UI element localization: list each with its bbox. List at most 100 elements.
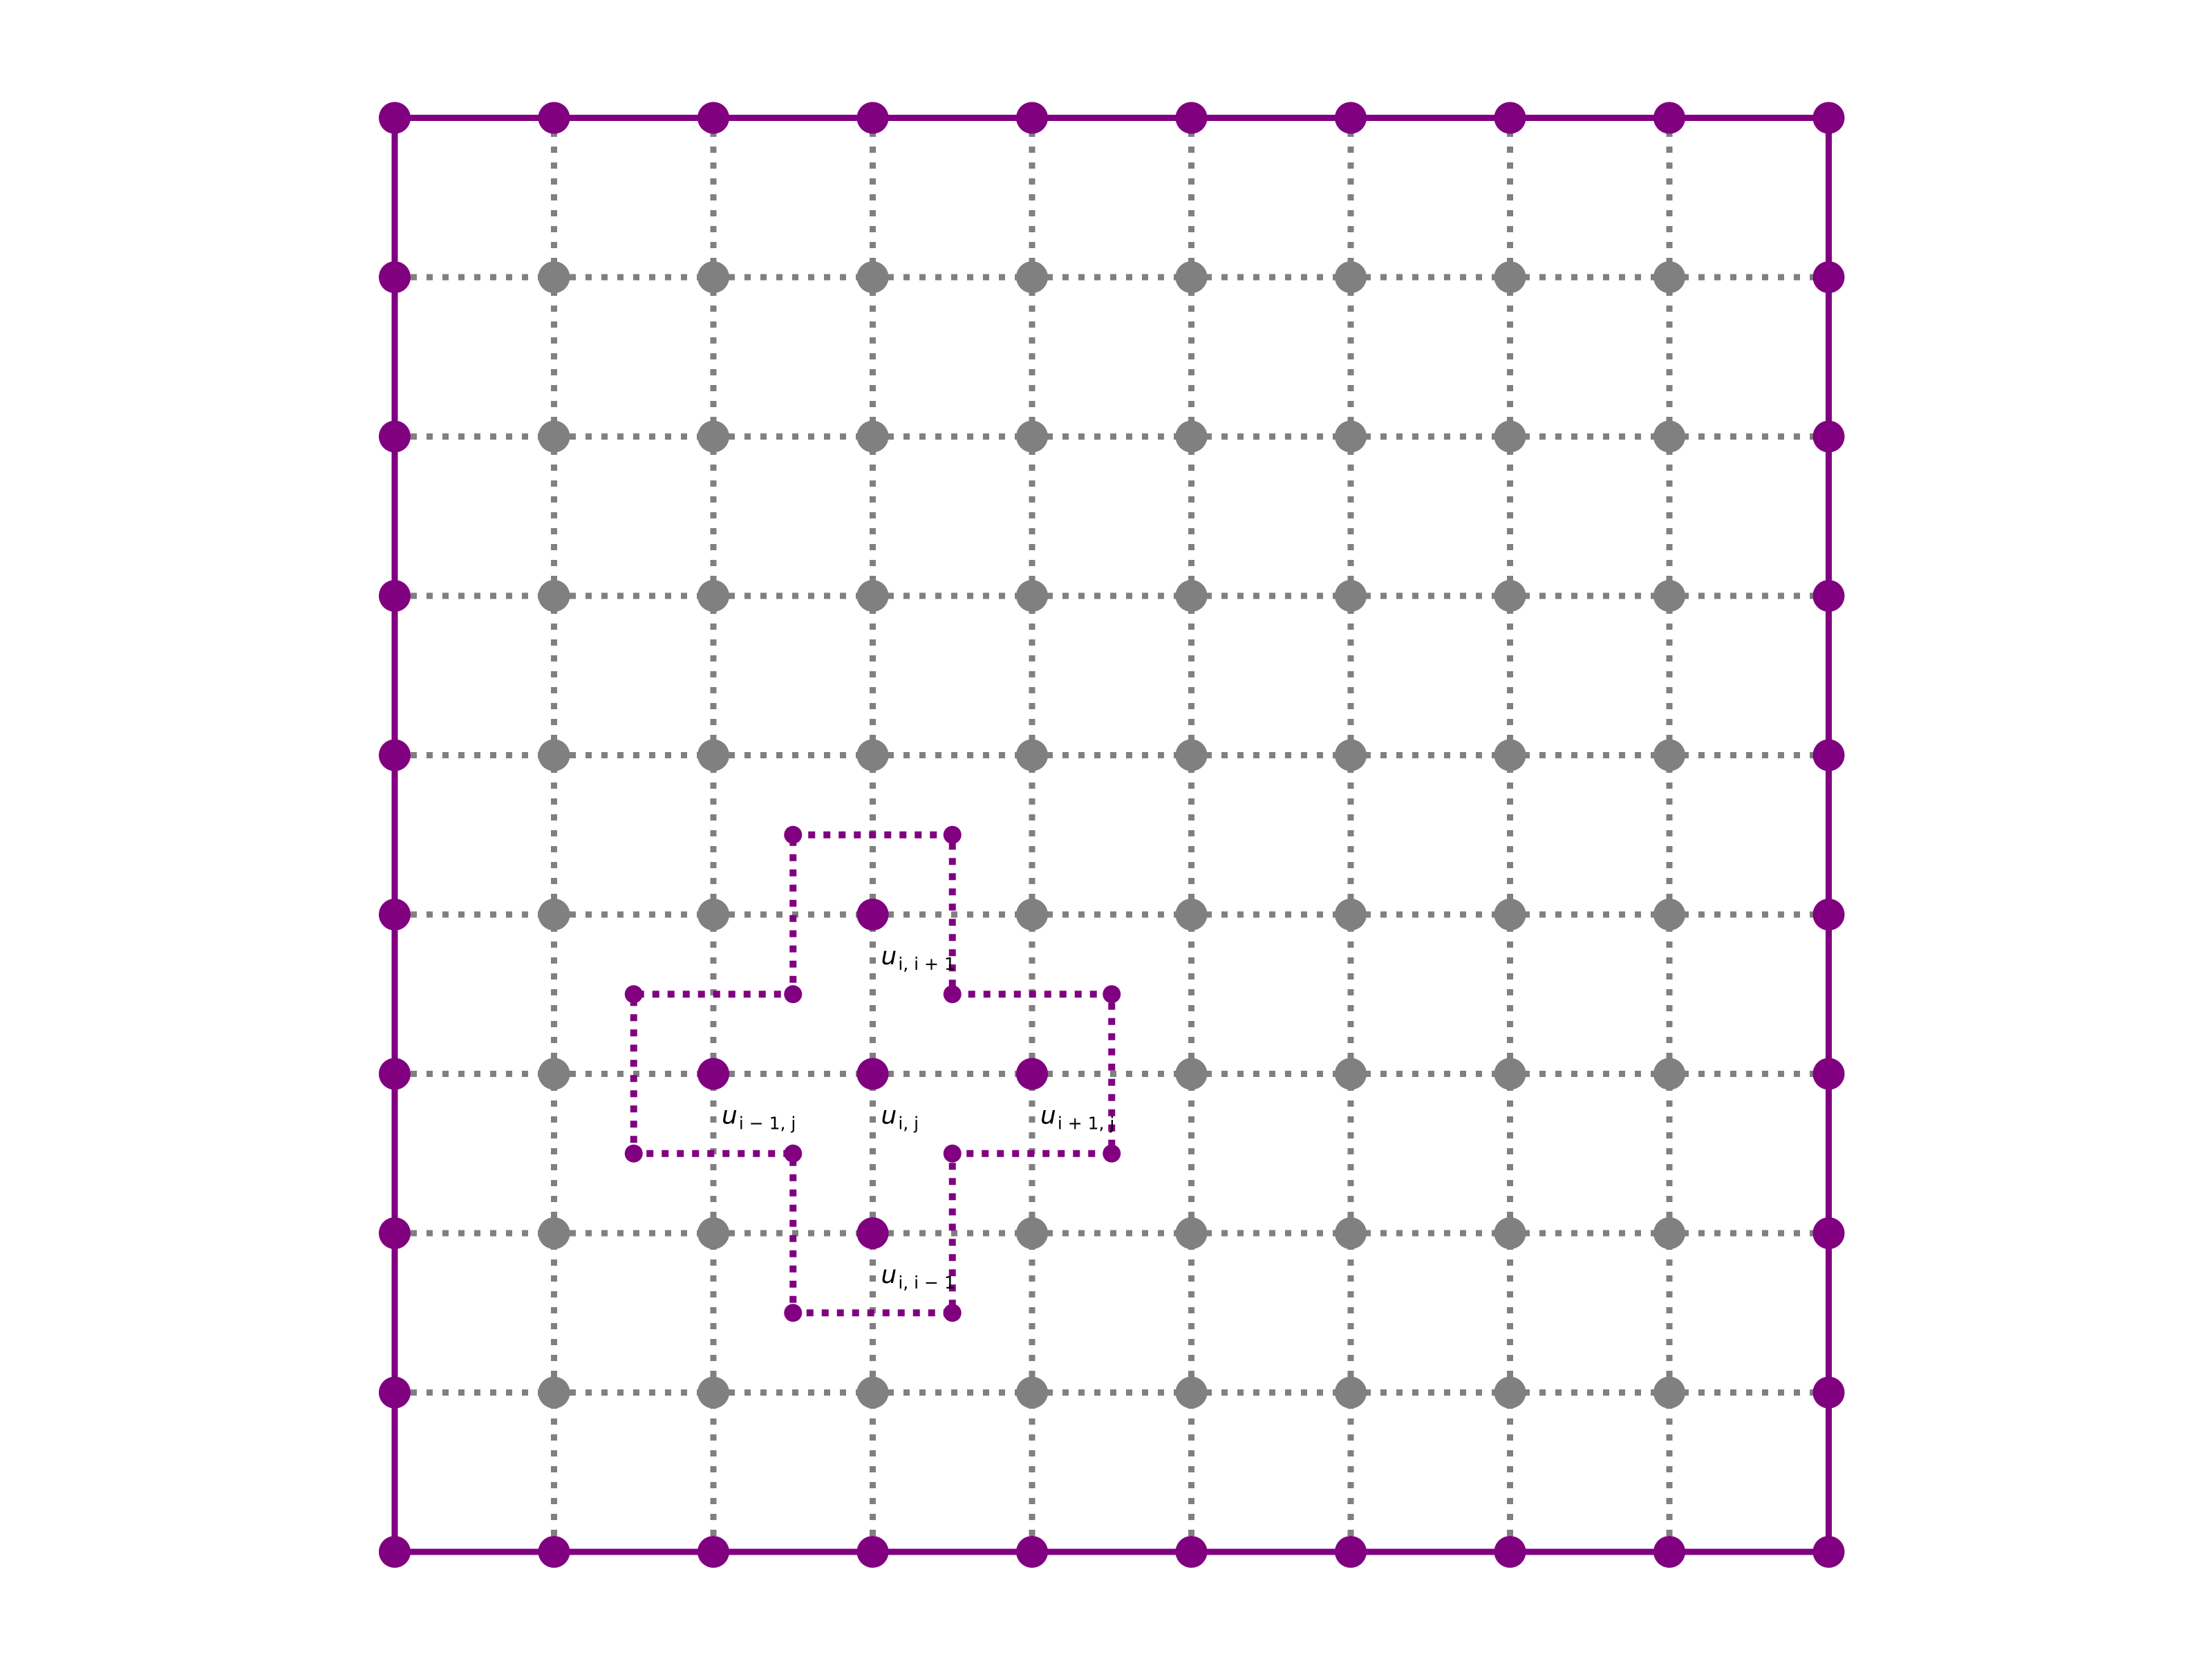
stencil-label-south: ui, i − 1 bbox=[881, 1261, 955, 1293]
interior-node bbox=[1653, 899, 1685, 930]
interior-node bbox=[697, 420, 729, 453]
interior-node bbox=[538, 739, 570, 771]
boundary-node bbox=[856, 102, 889, 134]
interior-node bbox=[1335, 1058, 1367, 1090]
interior-node bbox=[1016, 739, 1048, 771]
boundary-square bbox=[391, 115, 1832, 1555]
interior-node bbox=[538, 1058, 570, 1090]
boundary-node bbox=[697, 102, 729, 134]
boundary-node bbox=[1812, 1217, 1845, 1249]
interior-node bbox=[1494, 739, 1526, 771]
interior-node bbox=[1335, 1376, 1367, 1409]
interior-node bbox=[1653, 1376, 1685, 1409]
interior-node bbox=[856, 261, 889, 293]
stencil-corner-point bbox=[943, 1304, 962, 1322]
boundary-node bbox=[538, 102, 570, 134]
interior-node bbox=[1016, 1217, 1048, 1249]
grid-nodes bbox=[379, 102, 1845, 1568]
boundary-node bbox=[1653, 102, 1685, 134]
interior-node bbox=[856, 420, 889, 453]
interior-node bbox=[1016, 420, 1048, 453]
interior-node bbox=[697, 261, 729, 293]
stencil-corner-point bbox=[943, 985, 962, 1004]
interior-node bbox=[1653, 420, 1685, 453]
boundary-node bbox=[1175, 1536, 1208, 1568]
stencil-corner-point bbox=[943, 825, 962, 844]
boundary-node bbox=[379, 1217, 411, 1249]
interior-node bbox=[538, 899, 570, 930]
interior-node bbox=[1335, 899, 1367, 930]
interior-node bbox=[1016, 580, 1048, 612]
interior-node bbox=[538, 261, 570, 293]
interior-node bbox=[1175, 1217, 1208, 1249]
stencil-label-north: ui, i + 1 bbox=[881, 942, 955, 974]
stencil-corner-point bbox=[624, 1144, 643, 1163]
boundary-node bbox=[379, 899, 411, 930]
boundary-node bbox=[1812, 420, 1845, 453]
interior-node bbox=[1335, 739, 1367, 771]
interior-node bbox=[1494, 420, 1526, 453]
interior-node bbox=[1494, 261, 1526, 293]
interior-node bbox=[856, 1376, 889, 1409]
interior-node bbox=[1494, 1217, 1526, 1249]
interior-node bbox=[1494, 580, 1526, 612]
interior-node bbox=[1335, 420, 1367, 453]
boundary-node bbox=[1335, 1536, 1367, 1568]
interior-node bbox=[1175, 580, 1208, 612]
boundary-node bbox=[1653, 1536, 1685, 1568]
interior-node bbox=[538, 420, 570, 453]
interior-node bbox=[1016, 899, 1048, 930]
boundary-node bbox=[379, 102, 411, 134]
boundary-node bbox=[379, 261, 411, 293]
stencil-label-west: ui − 1, j bbox=[722, 1102, 796, 1134]
five-point-stencil-outline bbox=[624, 825, 1121, 1322]
interior-node bbox=[1175, 739, 1208, 771]
interior-node bbox=[1494, 899, 1526, 930]
stencil-node bbox=[697, 1058, 729, 1090]
interior-node bbox=[1494, 1376, 1526, 1409]
interior-node bbox=[697, 580, 729, 612]
boundary-node bbox=[856, 1536, 889, 1568]
interior-node bbox=[1335, 261, 1367, 293]
stencil-corner-point bbox=[1103, 1144, 1121, 1163]
boundary-node bbox=[1812, 580, 1845, 612]
interior-node bbox=[1653, 739, 1685, 771]
boundary-node bbox=[1812, 1058, 1845, 1090]
interior-node bbox=[1175, 899, 1208, 930]
interior-node bbox=[1016, 261, 1048, 293]
interior-node bbox=[1653, 1217, 1685, 1249]
stencil-node bbox=[1016, 1058, 1048, 1090]
boundary-node bbox=[538, 1536, 570, 1568]
interior-node bbox=[697, 899, 729, 930]
boundary-node bbox=[379, 420, 411, 453]
interior-node bbox=[1175, 1058, 1208, 1090]
stencil-labels: ui, j ui − 1, j ui + 1, j ui, i + 1 ui, i − … bbox=[722, 942, 1114, 1293]
interior-node bbox=[1653, 1058, 1685, 1090]
boundary-node bbox=[379, 580, 411, 612]
boundary-node bbox=[1812, 1376, 1845, 1409]
stencil-corner-point bbox=[1103, 985, 1121, 1004]
interior-node bbox=[538, 580, 570, 612]
boundary-node bbox=[697, 1536, 729, 1568]
boundary-node bbox=[1175, 102, 1208, 134]
boundary-node bbox=[1812, 102, 1845, 134]
interior-node bbox=[1335, 1217, 1367, 1249]
boundary-node bbox=[1016, 1536, 1048, 1568]
interior-node bbox=[856, 739, 889, 771]
stencil-label-center: ui, j bbox=[881, 1102, 919, 1134]
stencil-label-east: ui + 1, j bbox=[1040, 1102, 1114, 1134]
interior-node bbox=[1175, 420, 1208, 453]
boundary-node bbox=[1016, 102, 1048, 134]
boundary-node bbox=[379, 1058, 411, 1090]
boundary-node bbox=[379, 1376, 411, 1409]
interior-node bbox=[697, 739, 729, 771]
interior-node bbox=[1016, 1376, 1048, 1409]
interior-node bbox=[538, 1376, 570, 1409]
stencil-node bbox=[856, 899, 889, 930]
interior-grid-lines bbox=[395, 118, 1829, 1552]
boundary-node bbox=[1812, 739, 1845, 771]
interior-node bbox=[1653, 580, 1685, 612]
interior-node bbox=[1335, 580, 1367, 612]
interior-node bbox=[1653, 261, 1685, 293]
